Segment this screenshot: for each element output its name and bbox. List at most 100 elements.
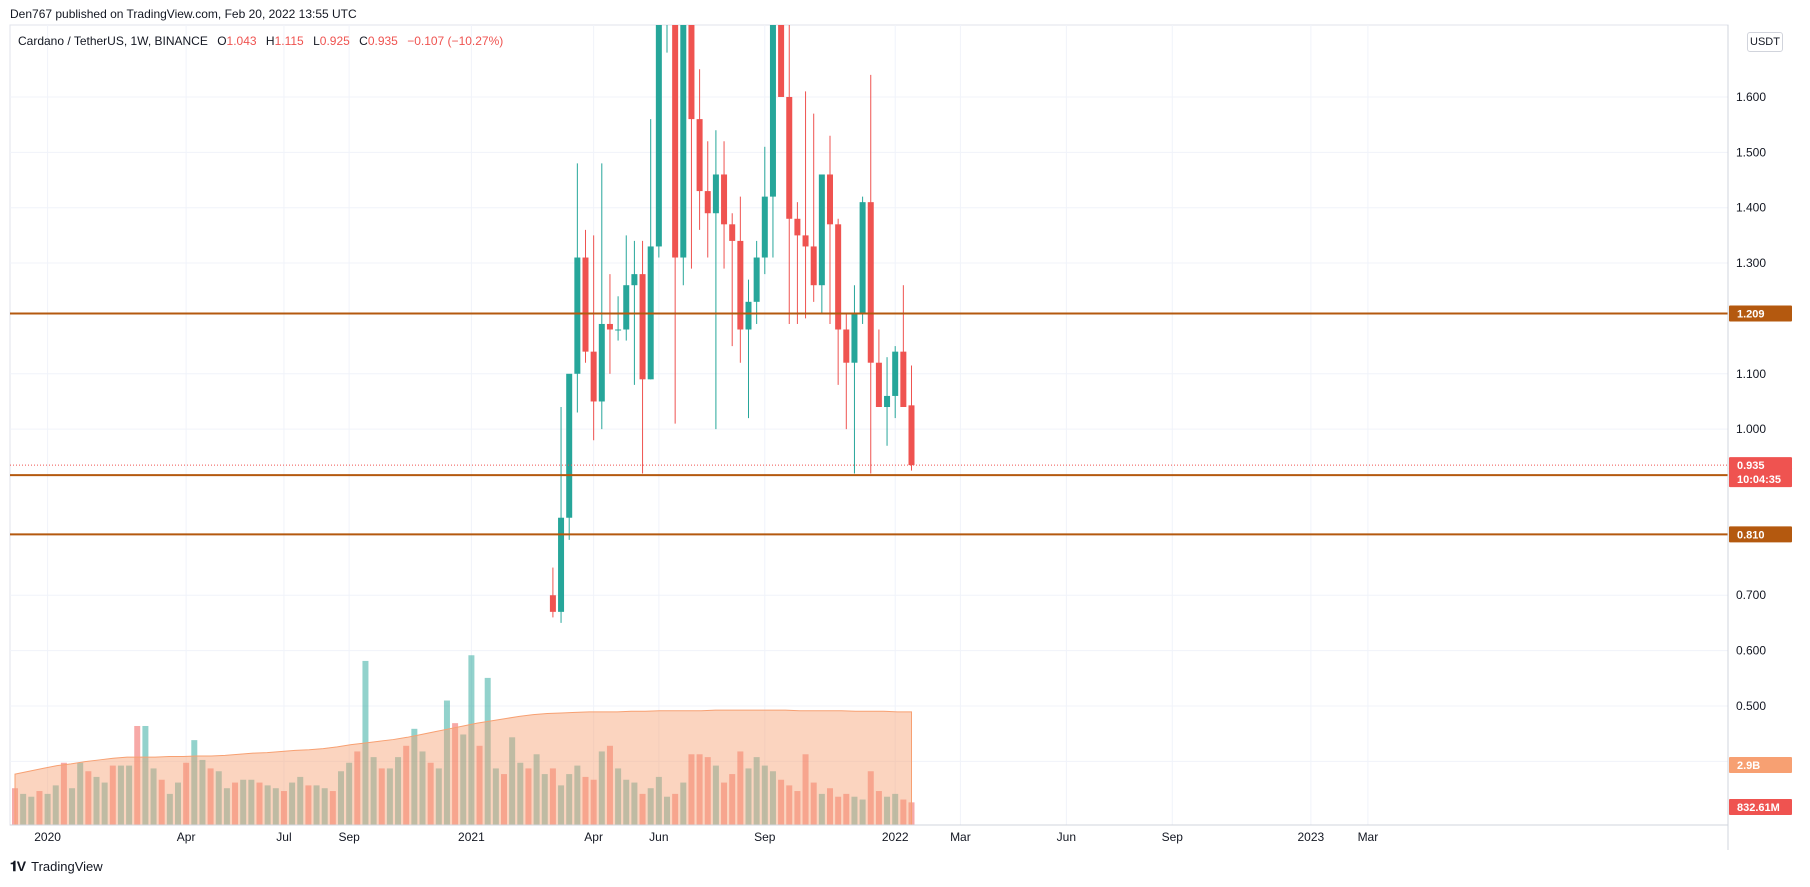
x-tick-label: Apr (584, 830, 603, 844)
volume-bar (606, 745, 613, 825)
volume-bar (525, 768, 532, 825)
volume-bar (875, 791, 882, 825)
volume-bar (468, 655, 475, 825)
volume-bar (566, 774, 573, 825)
volume-bar (794, 791, 801, 825)
volume-bar (541, 774, 548, 825)
grid-lines (9, 24, 1729, 826)
candle-body (696, 119, 703, 192)
x-tick-label: Jul (276, 830, 291, 844)
volume-bar (623, 779, 630, 825)
level-badge-text: 1.209 (1737, 308, 1765, 320)
candle-body (729, 224, 736, 241)
publish-caption: Den767 published on TradingView.com, Feb… (10, 7, 357, 21)
y-tick-label: 1.500 (1736, 145, 1766, 159)
x-tick-label: Mar (1358, 830, 1379, 844)
x-tick-label: Jun (649, 830, 668, 844)
volume-bar (818, 793, 825, 825)
volume-bar (835, 796, 842, 825)
candle-body (892, 351, 899, 396)
volume-bar (737, 751, 744, 825)
last-price-badge: 0.935 10:04:35 (1729, 457, 1792, 488)
volume-bar (28, 796, 35, 825)
volume-bar (207, 768, 214, 825)
volume-bar (289, 782, 296, 825)
volume-bar (126, 765, 133, 825)
volume-bar (280, 791, 287, 825)
volume-bar (558, 785, 565, 825)
currency-button[interactable]: USDT (1747, 32, 1783, 52)
volume-bar (166, 793, 173, 825)
y-tick-label: 1.300 (1736, 256, 1766, 270)
candle-body (810, 246, 817, 286)
volume-bar (859, 799, 866, 825)
x-tick-label: Sep (1162, 830, 1184, 844)
candle-body (745, 301, 752, 330)
volume-bar (843, 793, 850, 825)
candle-body (786, 96, 793, 219)
x-tick-label: Jun (1057, 830, 1076, 844)
volume-bar (753, 757, 760, 825)
candle-body (631, 274, 638, 286)
candle-body (859, 202, 866, 313)
candle-body (664, 0, 670, 14)
y-tick-label: 1.100 (1736, 367, 1766, 381)
candle-body (851, 312, 858, 363)
volume-bar (598, 751, 605, 825)
y-tick-label: 1.400 (1736, 201, 1766, 215)
volume-bar (36, 791, 43, 825)
volume-bar (354, 751, 361, 825)
candle-body (712, 174, 719, 214)
volume-bar (223, 788, 230, 825)
candle-body (721, 174, 728, 225)
volume-bar (378, 768, 385, 825)
level-badge: 0.810 (1729, 526, 1792, 543)
candle-body (615, 329, 622, 331)
footer-brand: 𝟏V TradingView (10, 858, 103, 875)
volume-bar (696, 754, 703, 825)
candle-body (867, 202, 874, 363)
volume-bar (411, 728, 418, 825)
level-badge: 1.209 (1729, 305, 1792, 322)
x-tick-label: Mar (950, 830, 971, 844)
volume-bar (109, 765, 116, 825)
volume-bar (492, 768, 499, 825)
candle-body (549, 595, 556, 612)
y-tick-label: 1.600 (1736, 90, 1766, 104)
volume-bar (631, 782, 638, 825)
volume-bar (69, 788, 76, 825)
candle-body (582, 257, 589, 352)
volume-bar (199, 759, 206, 825)
volume-bar (403, 745, 410, 825)
symbol-label: Cardano / TetherUS, 1W, BINANCE (18, 34, 208, 48)
level-badge-text: 0.810 (1737, 529, 1765, 541)
volume-bar (704, 757, 711, 825)
volume-bar (517, 762, 524, 825)
volume-bar (134, 725, 141, 825)
volume-bar (329, 791, 336, 825)
volume-bar (297, 776, 304, 825)
volume-bar (386, 768, 393, 825)
volume-bar (85, 771, 92, 825)
volume-bar (884, 796, 891, 825)
volume-bar (786, 785, 793, 825)
candle-body (737, 240, 744, 330)
volume-bar (867, 771, 874, 825)
volume-bar (745, 768, 752, 825)
tradingview-logo-icon: 𝟏V (10, 858, 26, 874)
volume-bar (435, 768, 442, 825)
volume-bar (44, 793, 51, 825)
candle-body (908, 405, 915, 466)
candle-body (769, 25, 776, 197)
volume-bar (729, 774, 736, 825)
y-tick-label: 0.700 (1736, 588, 1766, 602)
candles (549, 0, 915, 623)
candle-body (900, 351, 907, 408)
volume-bar (460, 734, 467, 825)
volume-bar (321, 788, 328, 825)
last-price-badge-text: 0.935 (1737, 460, 1765, 472)
x-tick-label: 2020 (34, 830, 61, 844)
last-volume-badge-text: 832.61M (1737, 802, 1780, 814)
volume-bar (313, 785, 320, 825)
